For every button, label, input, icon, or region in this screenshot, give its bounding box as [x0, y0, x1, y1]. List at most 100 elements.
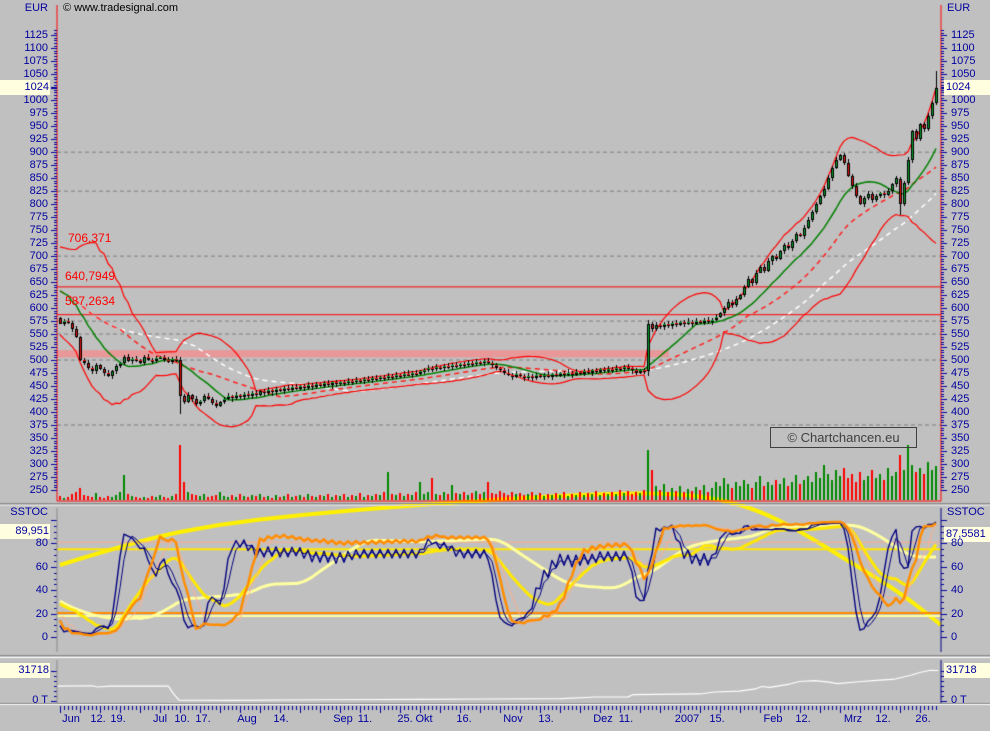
sstoc-title-right: SSTOC: [947, 506, 985, 518]
price-tick-left: 525: [29, 341, 48, 354]
x-axis-label: 15.: [709, 713, 725, 725]
price-level-annotation: 706,371: [68, 231, 112, 245]
price-tick-left: 450: [29, 380, 48, 392]
price-tick-left: 425: [29, 393, 48, 405]
open-interest-zero-right: 0 T: [951, 694, 967, 706]
price-tick-left: 275: [29, 470, 48, 483]
x-axis-label: Jun: [62, 713, 80, 725]
sstoc-tick-right: 80: [951, 537, 964, 550]
chartchancen-watermark: © Chartchancen.eu: [770, 427, 917, 448]
x-axis-label: 11.: [357, 713, 373, 725]
price-tick-right: 950: [951, 120, 970, 133]
price-tick-right: 925: [951, 133, 970, 146]
price-tick-right: 375: [951, 418, 970, 431]
price-tick-left: 675: [29, 263, 48, 276]
price-tick-left: 300: [29, 457, 48, 470]
sstoc-tick-right: 0: [951, 631, 958, 643]
price-tick-right: 475: [951, 367, 970, 380]
sstoc-tick-left: 0: [41, 631, 48, 643]
price-tick-right: 625: [951, 289, 970, 302]
price-tick-right: 725: [951, 237, 970, 250]
price-tick-left: 750: [29, 224, 48, 237]
currency-label-right: EUR: [947, 2, 971, 14]
price-tick-right: 600: [951, 302, 970, 315]
price-tick-left: 500: [29, 354, 48, 367]
last-price-badge-right: 1024: [944, 80, 990, 95]
price-tick-right: 325: [951, 444, 970, 457]
price-tick-right: 500: [951, 354, 970, 367]
price-tick-left: 825: [29, 185, 48, 198]
price-tick-left: 700: [29, 250, 48, 263]
price-tick-left: 1075: [23, 55, 48, 68]
price-tick-right: 1075: [951, 55, 976, 68]
price-tick-right: 800: [951, 198, 970, 211]
x-axis-label: Feb: [763, 713, 783, 725]
x-axis-label: 13.: [538, 713, 554, 725]
price-tick-left: 900: [29, 146, 48, 159]
x-axis-label: 19.: [110, 713, 126, 725]
sstoc-last-value-left: 89,951: [0, 524, 50, 539]
sstoc-tick-left: 40: [35, 584, 48, 597]
price-level-annotation: 640,7949: [65, 269, 116, 283]
sstoc-tick-right: 60: [951, 560, 964, 573]
x-axis-label: 17.: [195, 713, 211, 725]
price-tick-left: 575: [29, 315, 48, 328]
x-axis-label: Dez: [593, 713, 613, 725]
price-tick-left: 1000: [23, 94, 48, 107]
price-tick-right: 300: [951, 457, 970, 470]
price-tick-right: 850: [951, 172, 970, 185]
price-tick-left: 775: [29, 211, 48, 224]
price-tick-left: 325: [29, 444, 48, 457]
price-tick-left: 950: [29, 120, 48, 133]
price-tick-right: 775: [951, 211, 970, 224]
price-tick-left: 800: [29, 198, 48, 211]
price-tick-left: 925: [29, 133, 48, 146]
price-tick-right: 900: [951, 146, 970, 159]
x-axis-label: Okt: [415, 713, 433, 725]
last-price-badge-left: 1024: [0, 80, 50, 95]
price-tick-left: 1100: [24, 42, 48, 55]
x-axis-label: Mrz: [843, 713, 863, 725]
price-tick-left: 875: [29, 159, 48, 172]
x-axis-label: 12.: [90, 713, 106, 725]
price-tick-right: 450: [951, 380, 970, 392]
x-axis-label: 11.: [618, 713, 634, 725]
price-tick-right: 275: [951, 470, 970, 483]
price-tick-right: 525: [951, 341, 970, 354]
price-tick-left: 975: [29, 107, 48, 120]
price-tick-right: 1050: [951, 68, 976, 81]
sstoc-tick-right: 40: [951, 584, 964, 597]
price-tick-right: 1125: [951, 29, 975, 42]
price-tick-left: 850: [29, 172, 48, 185]
open-interest-value-left: 31718: [0, 663, 50, 678]
price-tick-left: 600: [29, 302, 48, 315]
price-tick-right: 425: [951, 393, 970, 405]
price-tick-left: 375: [29, 418, 48, 431]
x-axis-label: 25.: [397, 713, 413, 725]
price-tick-right: 400: [951, 405, 970, 418]
price-tick-right: 875: [951, 159, 970, 172]
x-axis-label: 12.: [875, 713, 891, 725]
price-tick-right: 825: [951, 185, 970, 198]
sstoc-title-left: SSTOC: [10, 506, 48, 518]
price-tick-left: 650: [29, 276, 48, 289]
x-axis-label: Jul: [152, 713, 168, 725]
price-level-annotation: 587,2634: [65, 294, 116, 308]
price-tick-right: 1100: [951, 42, 975, 55]
open-interest-value-right: 31718: [944, 663, 990, 678]
price-tick-right: 675: [951, 263, 970, 276]
price-tick-right: 975: [951, 107, 970, 120]
price-tick-left: 475: [29, 367, 48, 380]
price-tick-right: 575: [951, 315, 970, 328]
price-tick-left: 625: [29, 289, 48, 302]
price-tick-right: 250: [951, 483, 970, 496]
price-tick-right: 550: [951, 328, 970, 341]
sstoc-tick-left: 20: [35, 607, 48, 620]
price-tick-right: 700: [951, 250, 970, 263]
x-axis-label: 14.: [273, 713, 289, 725]
price-tick-right: 750: [951, 224, 970, 237]
x-axis-label: Aug: [237, 713, 257, 725]
sstoc-last-value-right: 87,5581: [944, 527, 990, 542]
x-axis-label: 26.: [915, 713, 931, 725]
